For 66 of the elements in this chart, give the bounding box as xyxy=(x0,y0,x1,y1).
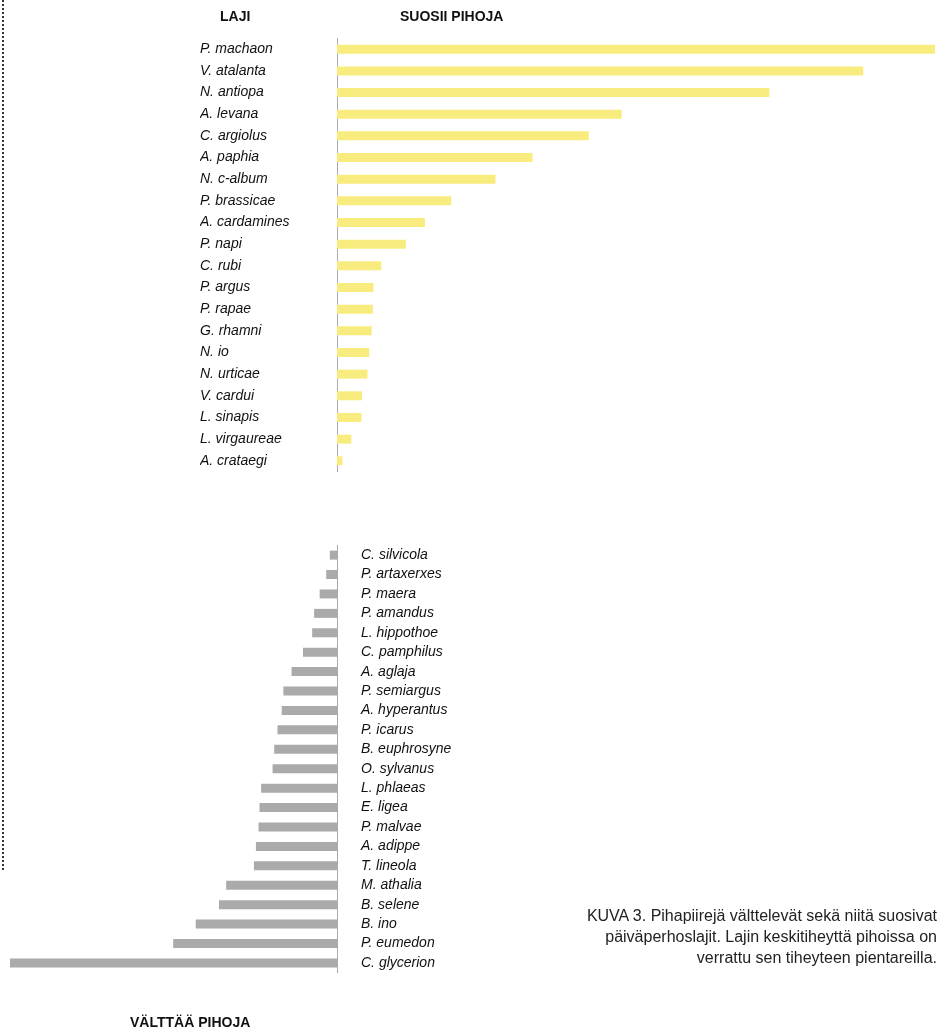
y-tick-label: C. pamphilus xyxy=(361,643,443,660)
y-tick-label: N. urticae xyxy=(200,365,261,382)
chart-title: SUOSII PIHOJA xyxy=(400,8,504,24)
y-tick-label: P. icarus xyxy=(361,720,414,737)
bar xyxy=(337,153,533,163)
bar xyxy=(337,347,370,357)
bar xyxy=(337,196,452,206)
y-tick-label: V. atalanta xyxy=(200,61,267,78)
y-tick-label: L. phlaeas xyxy=(361,779,426,796)
y-tick-label: C. argiolus xyxy=(200,126,267,143)
bar xyxy=(337,456,343,466)
bar xyxy=(337,218,425,228)
y-tick-label: A. cardamines xyxy=(199,213,290,230)
y-tick-label: A. crataegi xyxy=(199,451,268,468)
bar xyxy=(337,261,382,271)
y-tick-label: B. selene xyxy=(361,895,420,912)
bar xyxy=(337,282,374,292)
bar xyxy=(337,304,373,314)
y-tick-label: B. ino xyxy=(361,914,398,931)
bar xyxy=(337,88,770,98)
y-tick-label: A. hyperantus xyxy=(360,701,448,718)
y-tick-label: C. rubi xyxy=(200,256,243,273)
y-tick-label: N. c-album xyxy=(200,170,269,187)
y-tick-label: C. glycerion xyxy=(361,953,436,970)
bar xyxy=(337,66,864,76)
y-tick-label: P. brassicae xyxy=(200,191,276,208)
bar xyxy=(337,326,372,336)
y-tick-label: V. cardui xyxy=(200,386,256,403)
bar xyxy=(337,434,352,444)
y-tick-label: P. artaxerxes xyxy=(361,565,442,582)
y-tick-label: A. adippe xyxy=(360,837,421,854)
y-tick-label: P. eumedon xyxy=(361,934,435,951)
y-tick-label: P. maera xyxy=(361,584,417,601)
y-tick-label: L. hippothoe xyxy=(361,623,439,640)
y-tick-label: P. malvae xyxy=(361,817,422,834)
y-tick-label: P. napi xyxy=(200,235,243,252)
y-tick-label: P. semiargus xyxy=(361,681,441,698)
bar xyxy=(337,174,496,184)
y-tick-label: M. athalia xyxy=(361,876,422,893)
y-tick-label: P. amandus xyxy=(361,604,434,621)
bar xyxy=(337,369,368,379)
y-tick-label: B. euphrosyne xyxy=(361,740,452,757)
y-tick-label: L. sinapis xyxy=(200,408,260,425)
y-tick-label: C. silvicola xyxy=(361,546,429,562)
y-axis-title: LAJI xyxy=(220,8,251,24)
bar xyxy=(337,239,406,249)
y-tick-label: A. levana xyxy=(199,105,259,122)
y-tick-label: O. sylvanus xyxy=(361,759,435,776)
y-tick-label: P. machaon xyxy=(200,40,274,57)
y-tick-label: P. rapae xyxy=(200,300,252,317)
bar xyxy=(337,44,935,54)
y-tick-label: N. antiopa xyxy=(200,83,265,100)
bar xyxy=(337,109,622,119)
y-tick-label: L. virgaureae xyxy=(200,430,282,446)
y-tick-label: A. paphia xyxy=(199,148,260,165)
y-tick-label: E. ligea xyxy=(361,798,408,815)
y-tick-label: G. rhamni xyxy=(200,321,263,338)
y-tick-label: A. aglaja xyxy=(360,662,416,679)
y-tick-label: T. lineola xyxy=(361,856,417,873)
bar xyxy=(337,412,362,422)
y-tick-label: P. argus xyxy=(200,278,251,295)
bar xyxy=(337,131,589,141)
x-axis-title: VÄLTTÄÄ PIHOJA xyxy=(130,1014,251,1030)
text: KUVA 3. Pihapiirejä välttelevät sekä niitä suosivat päiväperhoslajit. Lajin keskitiheyttä pihoissa on verrattu sen tiheyteen pientareilla. xyxy=(585,906,937,968)
bar xyxy=(337,391,363,401)
y-tick-label: N. io xyxy=(200,343,229,360)
